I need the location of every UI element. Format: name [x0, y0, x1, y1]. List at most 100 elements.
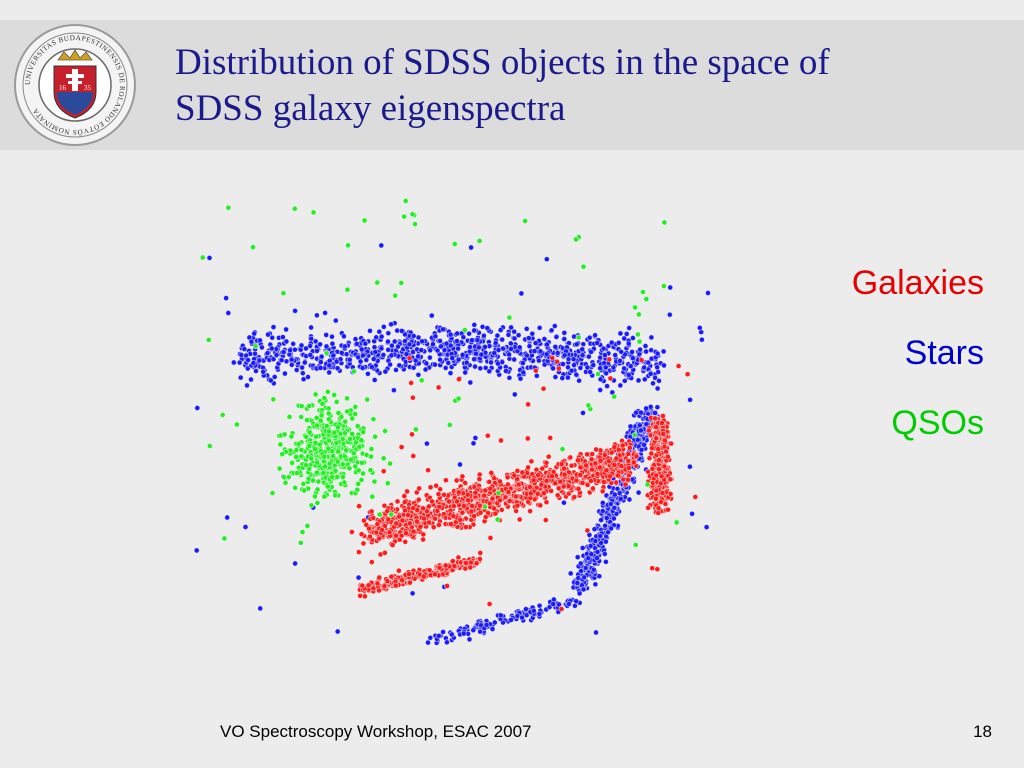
qso-point: [418, 377, 425, 384]
star-point: [592, 332, 599, 339]
galaxy-point: [584, 481, 591, 488]
star-point: [437, 343, 444, 350]
qso-point: [311, 493, 318, 500]
qso-point: [344, 408, 351, 415]
qso-point: [319, 400, 326, 407]
star-point: [590, 566, 597, 573]
qso-point: [306, 429, 313, 436]
star-point: [635, 377, 642, 384]
galaxy-point: [453, 477, 460, 484]
star-point: [460, 630, 467, 637]
star-point: [474, 337, 481, 344]
star-point: [323, 343, 330, 350]
star-point: [271, 373, 278, 380]
star-point: [328, 333, 335, 340]
galaxy-point: [462, 524, 469, 531]
galaxy-point: [425, 467, 432, 474]
star-point: [238, 351, 245, 358]
star-point: [372, 349, 379, 356]
qso-point: [387, 460, 394, 467]
star-point: [494, 360, 501, 367]
galaxy-point: [450, 513, 457, 520]
star-point: [442, 364, 449, 371]
galaxy-point: [348, 528, 355, 535]
galaxy-point: [667, 476, 674, 483]
galaxy-point: [527, 508, 534, 515]
star-point: [382, 368, 389, 375]
galaxy-point: [579, 479, 586, 486]
star-point: [341, 343, 348, 350]
star-point: [290, 340, 297, 347]
star-point: [288, 361, 295, 368]
star-point: [281, 370, 288, 377]
galaxy-point: [584, 451, 591, 458]
star-point: [552, 343, 559, 350]
star-point: [256, 357, 263, 364]
galaxy-point: [504, 474, 511, 481]
qso-point: [279, 451, 286, 458]
galaxy-point: [402, 530, 409, 537]
galaxy-point: [589, 485, 596, 492]
star-point: [610, 364, 617, 371]
star-point: [601, 550, 608, 557]
star-point: [326, 362, 333, 369]
star-point: [551, 322, 558, 329]
qso-point: [310, 209, 317, 216]
star-point: [643, 405, 650, 412]
qso-point: [321, 453, 328, 460]
star-point: [378, 333, 385, 340]
qso-point: [660, 283, 667, 290]
slide-title-line-2: SDSS galaxy eigenspectra: [175, 88, 566, 129]
galaxy-point: [496, 478, 503, 485]
galaxy-point: [416, 485, 423, 492]
qso-point: [446, 421, 453, 428]
galaxy-point: [496, 497, 503, 504]
star-point: [598, 517, 605, 524]
legend-stars: Stars: [904, 334, 984, 372]
galaxy-point: [648, 450, 655, 457]
star-point: [511, 335, 518, 342]
star-point: [520, 369, 527, 376]
qso-point: [291, 205, 298, 212]
star-point: [486, 368, 493, 375]
galaxy-point: [394, 498, 401, 505]
qso-point: [302, 462, 309, 469]
star-point: [445, 359, 452, 366]
star-point: [550, 601, 557, 608]
qso-point: [281, 431, 288, 438]
galaxy-point: [651, 415, 658, 422]
qso-point: [354, 486, 361, 493]
star-point: [376, 328, 383, 335]
star-point: [304, 373, 311, 380]
star-point: [643, 348, 650, 355]
qso-point: [409, 211, 416, 218]
slide-title-line-1: Distribution of SDSS objects in the spac…: [175, 42, 830, 83]
star-point: [267, 377, 274, 384]
galaxy-point: [515, 481, 522, 488]
qso-point: [580, 263, 587, 270]
galaxy-point: [548, 487, 555, 494]
star-point: [507, 345, 514, 352]
galaxy-point: [381, 583, 388, 590]
qso-point: [325, 405, 332, 412]
galaxy-point: [368, 508, 375, 515]
star-point: [414, 353, 421, 360]
qso-point: [313, 469, 320, 476]
qso-point: [276, 465, 283, 472]
qso-point: [461, 327, 468, 334]
star-point: [592, 581, 599, 588]
galaxy-point: [625, 464, 632, 471]
galaxy-point: [555, 365, 562, 372]
star-point: [422, 366, 429, 373]
star-point: [194, 404, 201, 411]
galaxy-point: [472, 489, 479, 496]
galaxy-point: [465, 497, 472, 504]
galaxy-point: [543, 499, 550, 506]
star-point: [597, 354, 604, 361]
star-point: [410, 332, 417, 339]
qso-point: [632, 304, 639, 311]
star-point: [258, 344, 265, 351]
qso-point: [495, 489, 502, 496]
star-point: [605, 529, 612, 536]
qso-point: [388, 511, 395, 518]
